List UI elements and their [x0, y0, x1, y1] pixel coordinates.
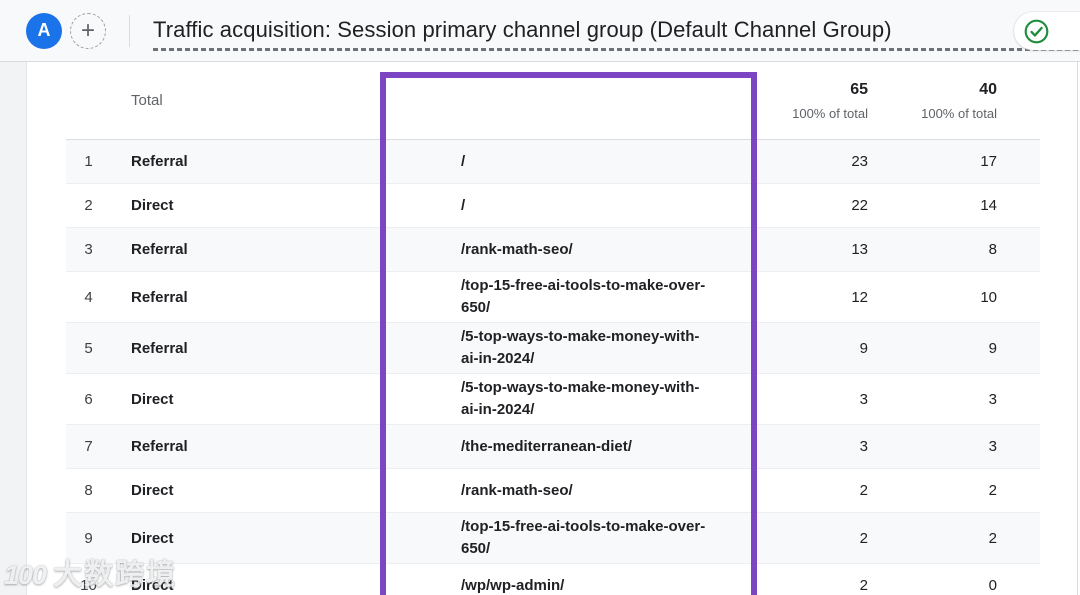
row-page-path: /5-top-ways-to-make-money-with- ai-in-20…	[461, 328, 700, 367]
table-right-border	[1077, 62, 1078, 595]
table-row: 10 Direct /wp/wp-admin/ 2 0	[66, 564, 1040, 595]
left-margin-rail	[0, 62, 27, 595]
row-rank: 4	[84, 288, 93, 306]
row-rank: 10	[80, 577, 97, 594]
table-row: 3 Referral /rank-math-seo/ 13 8	[66, 228, 1040, 272]
row-channel: Direct	[131, 197, 174, 214]
metric1-total-value: 65	[850, 80, 868, 98]
row-page-path: /rank-math-seo/	[461, 240, 573, 258]
report-title-selector[interactable]: Traffic acquisition: Session primary cha…	[153, 17, 1080, 51]
row-metric1: 2	[859, 577, 868, 594]
total-path-cell	[441, 98, 741, 104]
row-metric2: 3	[988, 438, 997, 455]
row-page-path: /	[461, 196, 466, 214]
metric2-total-value: 40	[979, 80, 997, 98]
plus-icon: +	[80, 16, 95, 44]
page-title: Traffic acquisition: Session primary cha…	[153, 16, 892, 42]
table-row: 2 Direct / 22 14	[66, 184, 1040, 228]
row-page-path: /	[461, 152, 466, 170]
row-page-path: /top-15-free-ai-tools-to-make-over- 650/	[461, 277, 706, 316]
row-rank: 3	[84, 241, 93, 258]
row-metric1: 2	[859, 529, 868, 547]
add-button[interactable]: +	[70, 12, 106, 49]
title-dashed-underline	[153, 47, 1080, 51]
row-channel: Direct	[131, 577, 174, 594]
row-metric1: 12	[851, 288, 868, 306]
table-row: 6 Direct /5-top-ways-to-make-money-with-…	[66, 374, 1040, 425]
row-metric2: 2	[988, 529, 997, 547]
table-row: 4 Referral /top-15-free-ai-tools-to-make…	[66, 272, 1040, 323]
row-metric2: 3	[988, 390, 997, 408]
row-channel: Direct	[131, 529, 174, 547]
row-metric2: 0	[988, 577, 997, 594]
row-channel: Referral	[131, 288, 188, 306]
report-header: A + Traffic acquisition: Session primary…	[0, 0, 1080, 62]
row-rank: 9	[84, 529, 93, 547]
header-divider	[129, 14, 130, 47]
table-row: 1 Referral / 23 17	[66, 140, 1040, 184]
row-rank: 1	[84, 153, 93, 170]
table-row: 7 Referral /the-mediterranean-diet/ 3 3	[66, 425, 1040, 469]
row-rank: 8	[84, 482, 93, 499]
check-circle-icon	[1023, 18, 1050, 45]
row-rank: 5	[84, 339, 93, 357]
row-channel: Referral	[131, 241, 188, 258]
row-metric1: 13	[851, 241, 868, 258]
table-row: 9 Direct /top-15-free-ai-tools-to-make-o…	[66, 513, 1040, 564]
row-metric2: 10	[980, 288, 997, 306]
metric1-total: 65 100% of total	[741, 81, 868, 121]
row-metric2: 8	[988, 241, 997, 258]
row-metric1: 9	[859, 339, 868, 357]
table-row: 8 Direct /rank-math-seo/ 2 2	[66, 469, 1040, 513]
row-channel: Referral	[131, 153, 188, 170]
row-metric1: 22	[851, 197, 868, 214]
row-metric2: 2	[988, 482, 997, 499]
status-pill[interactable]	[1014, 12, 1080, 50]
metric2-total-share: 100% of total	[921, 105, 997, 121]
row-metric2: 9	[988, 339, 997, 357]
table-row: 5 Referral /5-top-ways-to-make-money-wit…	[66, 323, 1040, 374]
total-label: Total	[131, 92, 163, 109]
row-metric1: 3	[859, 438, 868, 455]
row-channel: Direct	[131, 390, 174, 408]
row-page-path: /rank-math-seo/	[461, 481, 573, 499]
row-metric2: 17	[980, 153, 997, 170]
traffic-acquisition-table: Total 65 100% of total 40 100% of total …	[66, 62, 1040, 595]
metric1-total-share: 100% of total	[792, 105, 868, 121]
row-page-path: /5-top-ways-to-make-money-with- ai-in-20…	[461, 379, 700, 418]
row-channel: Direct	[131, 482, 174, 499]
row-page-path: /top-15-free-ai-tools-to-make-over- 650/	[461, 518, 706, 557]
row-page-path: /wp/wp-admin/	[461, 576, 565, 594]
row-metric2: 14	[980, 197, 997, 214]
row-channel: Referral	[131, 339, 188, 357]
row-channel: Referral	[131, 438, 188, 455]
row-rank: 2	[84, 197, 93, 214]
row-rank: 6	[84, 390, 93, 408]
avatar[interactable]: A	[26, 12, 62, 49]
row-metric1: 23	[851, 153, 868, 170]
row-page-path: /the-mediterranean-diet/	[461, 437, 632, 455]
row-metric1: 3	[859, 390, 868, 408]
metric2-total: 40 100% of total	[868, 81, 997, 121]
table-total-row: Total 65 100% of total 40 100% of total	[66, 62, 1040, 140]
row-metric1: 2	[859, 482, 868, 499]
row-rank: 7	[84, 438, 93, 455]
